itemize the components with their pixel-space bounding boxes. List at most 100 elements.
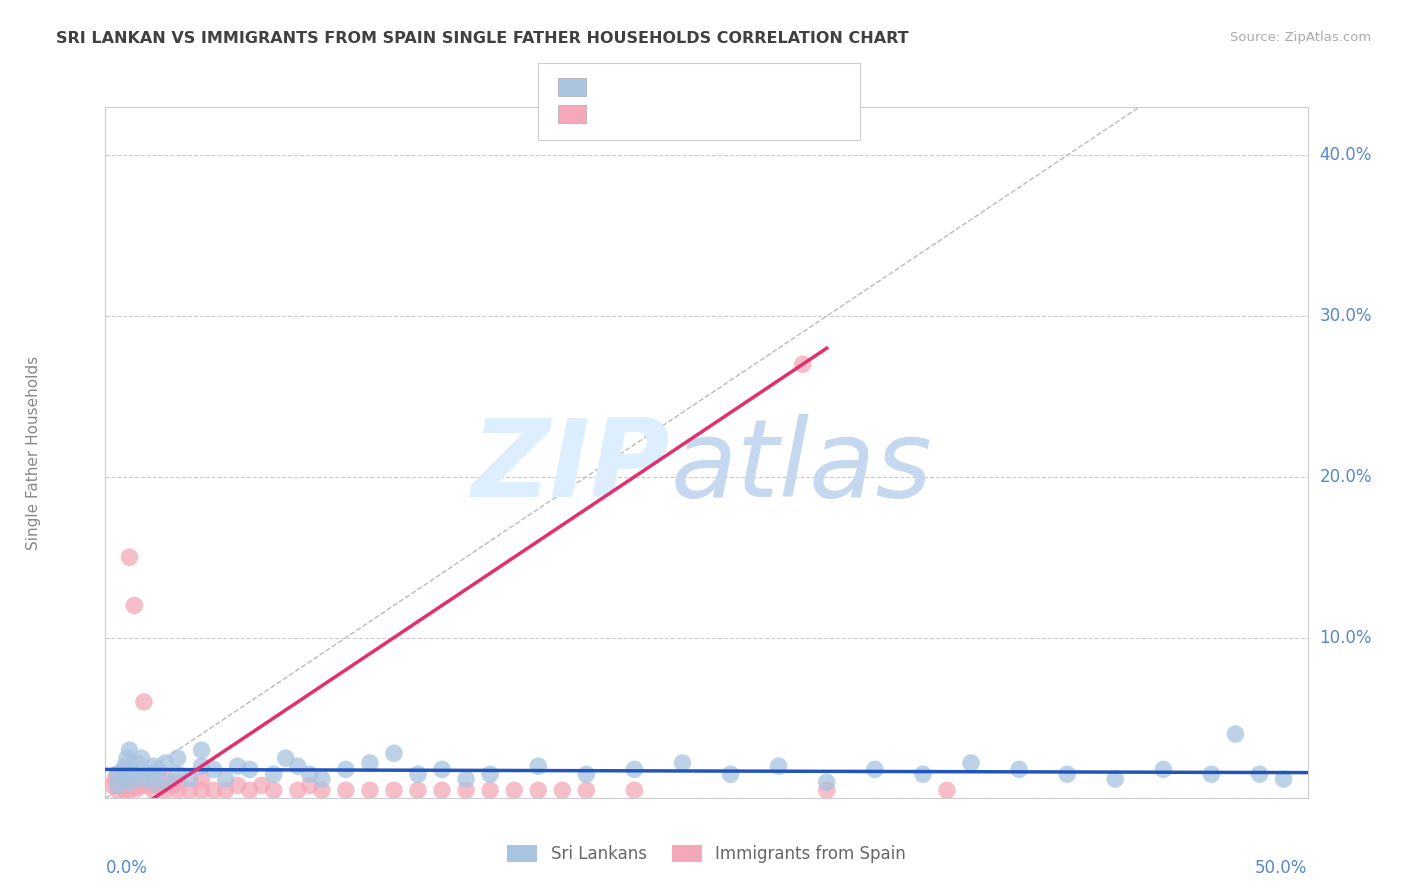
- Point: [155, 772, 177, 786]
- Point: [107, 779, 129, 793]
- Text: R =  0.731   N = 54: R = 0.731 N = 54: [600, 107, 773, 121]
- Point: [131, 772, 153, 786]
- Point: [166, 767, 188, 781]
- Point: [936, 783, 959, 797]
- Point: [479, 783, 502, 797]
- Point: [124, 767, 146, 781]
- Point: [287, 759, 309, 773]
- Point: [768, 759, 790, 773]
- Point: [114, 759, 136, 773]
- Point: [142, 767, 165, 781]
- Point: [138, 767, 160, 781]
- Text: atlas: atlas: [671, 414, 932, 519]
- Point: [118, 550, 141, 565]
- Point: [960, 756, 983, 770]
- Point: [108, 779, 131, 793]
- Point: [382, 747, 405, 761]
- Text: 30.0%: 30.0%: [1320, 307, 1372, 325]
- Point: [335, 763, 357, 777]
- Point: [575, 783, 598, 797]
- Text: 10.0%: 10.0%: [1320, 629, 1372, 647]
- Text: Source: ZipAtlas.com: Source: ZipAtlas.com: [1230, 31, 1371, 45]
- Point: [190, 772, 212, 786]
- Point: [162, 779, 184, 793]
- Point: [250, 779, 273, 793]
- Point: [190, 783, 212, 797]
- Point: [214, 772, 236, 786]
- Point: [114, 763, 136, 777]
- Text: 40.0%: 40.0%: [1320, 146, 1372, 164]
- Point: [1225, 727, 1247, 741]
- Point: [155, 775, 177, 789]
- Point: [179, 772, 201, 786]
- Point: [202, 763, 225, 777]
- Point: [1249, 767, 1271, 781]
- Point: [863, 763, 886, 777]
- Point: [1104, 772, 1126, 786]
- Text: 50.0%: 50.0%: [1256, 859, 1308, 878]
- Point: [911, 767, 934, 781]
- Point: [214, 783, 236, 797]
- Point: [551, 783, 574, 797]
- Point: [430, 763, 453, 777]
- Point: [503, 783, 526, 797]
- Point: [1056, 767, 1078, 781]
- Point: [124, 599, 146, 613]
- Point: [239, 763, 262, 777]
- Point: [125, 756, 148, 770]
- Point: [114, 783, 136, 797]
- Point: [155, 783, 177, 797]
- Point: [454, 772, 477, 786]
- Point: [1272, 772, 1295, 786]
- Point: [148, 763, 170, 777]
- Point: [166, 783, 188, 797]
- Point: [190, 759, 212, 773]
- Point: [190, 743, 212, 757]
- Point: [142, 783, 165, 797]
- Point: [382, 783, 405, 797]
- Text: R = -0.055   N = 57: R = -0.055 N = 57: [600, 80, 773, 95]
- Point: [118, 763, 141, 777]
- Point: [720, 767, 742, 781]
- Point: [115, 779, 138, 793]
- Text: 0.0%: 0.0%: [105, 859, 148, 878]
- Point: [142, 759, 165, 773]
- Point: [575, 767, 598, 781]
- Point: [1152, 763, 1174, 777]
- Point: [179, 783, 201, 797]
- Point: [132, 695, 155, 709]
- Point: [623, 783, 645, 797]
- Point: [1008, 763, 1031, 777]
- Point: [138, 779, 160, 793]
- Point: [671, 756, 693, 770]
- Point: [335, 783, 357, 797]
- Point: [166, 751, 188, 765]
- Point: [479, 767, 502, 781]
- Point: [155, 756, 177, 770]
- Point: [131, 779, 153, 793]
- Point: [298, 767, 321, 781]
- Point: [792, 357, 814, 371]
- Text: ZIP: ZIP: [472, 414, 671, 519]
- Point: [226, 759, 249, 773]
- Point: [287, 783, 309, 797]
- Point: [815, 783, 838, 797]
- Point: [406, 767, 429, 781]
- Text: Single Father Households: Single Father Households: [25, 356, 41, 549]
- Point: [298, 779, 321, 793]
- Point: [527, 783, 550, 797]
- Point: [263, 767, 285, 781]
- Point: [239, 783, 262, 797]
- Point: [107, 767, 129, 781]
- Point: [111, 772, 134, 786]
- Point: [263, 783, 285, 797]
- Point: [118, 783, 141, 797]
- Point: [1201, 767, 1223, 781]
- Point: [125, 781, 148, 796]
- Text: SRI LANKAN VS IMMIGRANTS FROM SPAIN SINGLE FATHER HOUSEHOLDS CORRELATION CHART: SRI LANKAN VS IMMIGRANTS FROM SPAIN SING…: [56, 31, 908, 46]
- Point: [359, 756, 381, 770]
- Point: [107, 767, 129, 781]
- Point: [131, 772, 153, 786]
- Point: [623, 763, 645, 777]
- Point: [104, 772, 127, 786]
